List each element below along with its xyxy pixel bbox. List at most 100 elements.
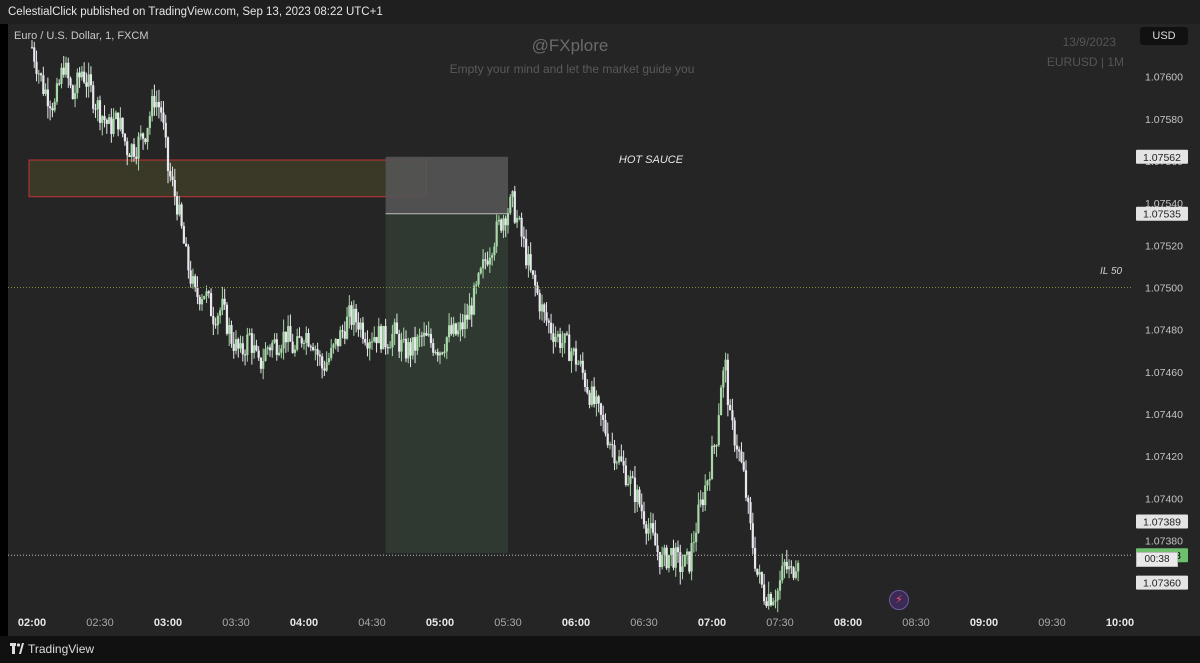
candle-body: [146, 128, 149, 143]
candle-body: [359, 322, 362, 330]
candle-body: [724, 359, 727, 371]
price-tick-label: 1.07420: [1145, 451, 1183, 463]
candle-body: [280, 348, 283, 353]
candle-body: [151, 95, 154, 117]
candle-body: [96, 100, 99, 110]
candle-body: [758, 572, 761, 575]
candle-body: [772, 601, 775, 606]
time-axis[interactable]: [8, 610, 1200, 636]
candle-body: [402, 338, 405, 340]
symbol-label[interactable]: Euro / U.S. Dollar, 1, FXCM: [14, 30, 149, 42]
candle-body: [178, 204, 181, 215]
candle-body: [785, 561, 788, 570]
price-tick-label: 1.07380: [1145, 535, 1183, 547]
candle-body: [239, 343, 242, 349]
candle-body: [438, 352, 442, 356]
time-tick-label: 04:30: [358, 617, 386, 629]
candle-body: [389, 347, 392, 349]
candle-body: [413, 337, 417, 351]
candle-body: [53, 101, 56, 111]
candle-body: [373, 337, 376, 342]
candle-body: [461, 322, 464, 330]
candle-body: [411, 337, 414, 356]
candle-body: [60, 67, 63, 84]
candle-body: [296, 336, 299, 350]
candle-body: [107, 117, 111, 124]
candle-body: [282, 331, 285, 349]
candle-body: [454, 323, 457, 335]
candle-body: [194, 276, 197, 288]
price-tag-label: 1.07389: [1143, 516, 1181, 528]
time-tick-label: 05:00: [426, 617, 454, 629]
candle-body: [697, 504, 700, 533]
candle-body: [549, 322, 553, 334]
candle-body: [423, 332, 426, 337]
candle-body: [670, 548, 673, 555]
price-tick-label: 1.07580: [1145, 114, 1183, 126]
candle-body: [352, 308, 355, 325]
candle-body: [407, 342, 410, 359]
currency-button[interactable]: USD: [1140, 27, 1188, 45]
candle-body: [667, 554, 671, 569]
candle-body: [572, 348, 575, 352]
candle-body: [209, 293, 213, 317]
candle-body: [137, 136, 140, 159]
candle-body: [182, 226, 185, 244]
candles-layer: [30, 40, 800, 613]
candle-body: [452, 323, 455, 334]
candle-body: [570, 351, 573, 361]
candle-body: [119, 117, 122, 130]
candle-body: [345, 316, 349, 339]
price-tick-label: 1.07440: [1145, 409, 1183, 421]
candle-body: [513, 191, 516, 223]
candle-body: [477, 273, 480, 285]
lightning-icon[interactable]: ⚡: [889, 590, 909, 610]
candle-body: [432, 343, 435, 353]
candle-body: [305, 333, 308, 343]
candle-body: [262, 360, 265, 369]
candle-body: [608, 444, 612, 446]
candle-body: [713, 445, 716, 447]
candle-body: [717, 415, 720, 446]
candle-body: [658, 551, 661, 568]
candle-body: [506, 213, 510, 226]
candle-body: [225, 304, 229, 334]
candle-body: [790, 566, 793, 568]
candle-body: [266, 347, 269, 349]
candle-body: [719, 387, 723, 416]
candle-body: [665, 547, 668, 569]
price-tick-label: 1.07520: [1145, 240, 1183, 252]
candle-body: [185, 243, 188, 247]
price-ticks-layer: 1.076001.075801.075601.075401.075201.075…: [1145, 72, 1183, 590]
candle-body: [191, 276, 195, 284]
candle-body: [289, 326, 292, 342]
candle-body: [706, 480, 709, 486]
candle-body: [475, 284, 478, 286]
candle-body: [425, 332, 428, 336]
chart-area[interactable]: [8, 24, 1132, 610]
candle-body: [749, 502, 752, 524]
candle-body: [141, 133, 145, 139]
candle-body: [586, 386, 589, 393]
candle-body: [291, 341, 294, 353]
price-tick-label: 1.07600: [1145, 72, 1183, 84]
candle-body: [787, 566, 791, 570]
candle-body: [631, 476, 634, 478]
candle-body: [794, 571, 797, 578]
candle-body: [377, 326, 380, 344]
candle-body: [379, 326, 383, 350]
candle-body: [126, 141, 129, 156]
candle-body: [602, 414, 605, 420]
candle-body: [763, 584, 766, 602]
candle-body: [559, 333, 562, 348]
price-axis[interactable]: [1132, 24, 1200, 610]
candle-body: [685, 551, 689, 555]
candle-body: [189, 270, 192, 284]
candle-body: [540, 304, 544, 312]
candle-body: [169, 170, 172, 177]
candle-body: [604, 419, 607, 434]
candle-body: [481, 259, 485, 269]
candle-body: [153, 95, 156, 108]
candle-body: [228, 325, 231, 334]
candle-body: [581, 360, 584, 373]
